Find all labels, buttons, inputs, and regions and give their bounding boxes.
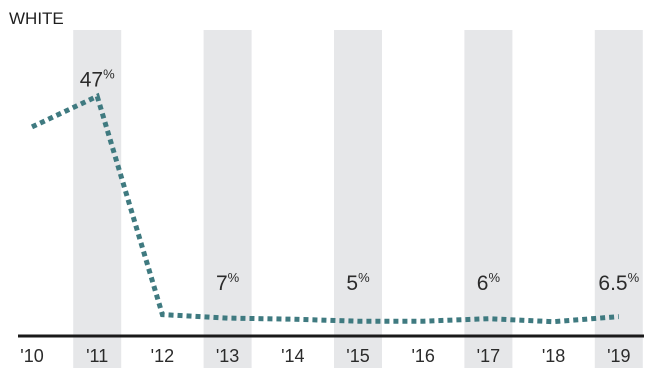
data-label-value: 6 (477, 272, 489, 295)
x-tick-labels: '10 '11 '12 '13 '14 '15 '16 '17 '18 '19 (20, 346, 630, 366)
data-label-13: 7% (216, 270, 240, 295)
x-tick-15: '15 (346, 346, 369, 366)
x-tick-12: '12 (151, 346, 174, 366)
data-label-unit: % (228, 270, 240, 285)
data-label-value: 5 (346, 272, 358, 295)
data-label-15: 5% (346, 270, 370, 295)
x-tick-16: '16 (411, 346, 434, 366)
data-labels: 47%7% 5% 6% 6.5% (80, 66, 640, 295)
data-label-unit: % (628, 270, 640, 285)
x-tick-11: '11 (86, 346, 108, 366)
x-tick-19: '19 (607, 346, 630, 366)
series-line (30, 92, 619, 325)
x-tick-17: '17 (477, 346, 500, 366)
series-white (30, 92, 619, 325)
data-label-unit: % (358, 270, 370, 285)
data-label-value: 7 (216, 272, 228, 295)
chart-title: WHITE (9, 9, 64, 28)
data-label-value: 47 (80, 68, 103, 91)
band-13 (203, 30, 252, 368)
data-label-11: 47% (80, 66, 115, 91)
band-15 (334, 30, 382, 368)
x-tick-13: '13 (216, 346, 239, 366)
data-label-unit: % (488, 270, 500, 285)
band-11 (73, 30, 122, 368)
x-tick-10: '10 (20, 346, 43, 366)
data-label-19: 6.5% (598, 270, 639, 295)
band-17 (464, 30, 513, 368)
data-label-unit: % (103, 66, 115, 81)
x-tick-14: '14 (281, 346, 304, 366)
x-tick-18: '18 (542, 346, 565, 366)
data-label-value: 6.5 (598, 272, 627, 295)
shaded-year-bands (73, 30, 643, 368)
data-label-17: 6% (477, 270, 501, 295)
band-19 (594, 30, 643, 368)
